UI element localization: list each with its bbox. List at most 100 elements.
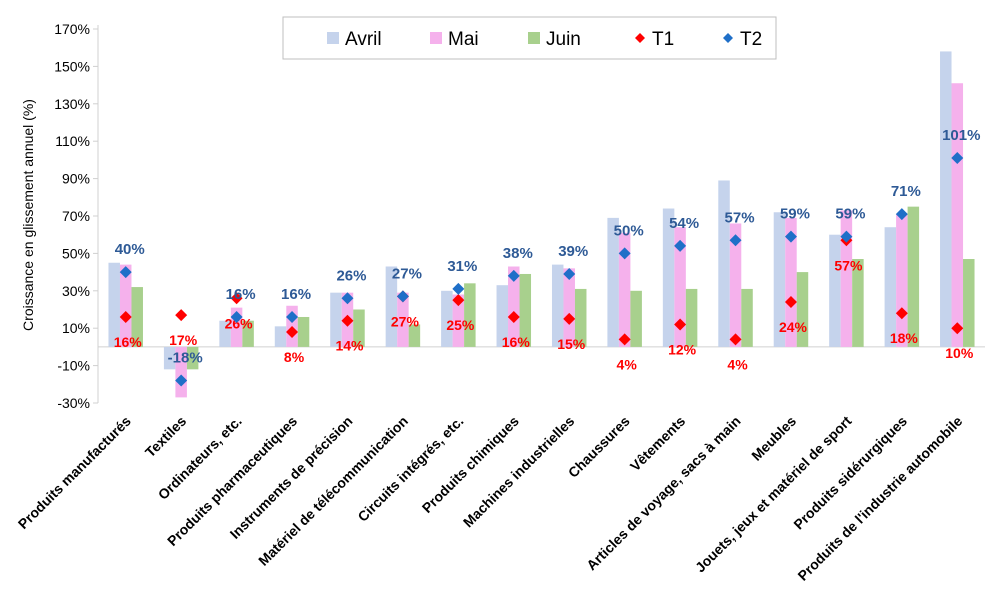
bar-juin bbox=[574, 288, 587, 347]
data-label-t2: 26% bbox=[336, 267, 366, 284]
marker-t1 bbox=[230, 292, 243, 305]
y-axis-title: Croissance en glissement annuel (%) bbox=[20, 99, 36, 331]
legend-swatch-juin bbox=[528, 32, 540, 44]
y-tick-label: 110% bbox=[55, 133, 90, 149]
data-label-t1: 16% bbox=[502, 334, 531, 350]
bar-juin bbox=[464, 283, 476, 347]
bar-mai bbox=[840, 210, 853, 347]
bar-juin bbox=[353, 309, 365, 347]
marker-t1 bbox=[951, 322, 964, 335]
marker-t1 bbox=[341, 314, 354, 327]
category-label: Textiles bbox=[142, 413, 190, 461]
bar-avril bbox=[330, 292, 342, 347]
legend-swatch-mai bbox=[430, 32, 442, 44]
bar-juin bbox=[630, 290, 642, 347]
y-tick-label: 130% bbox=[54, 96, 90, 112]
bar-mai bbox=[729, 223, 742, 347]
bar-mai bbox=[230, 307, 243, 347]
marker-t2 bbox=[119, 266, 132, 279]
y-tick-label: 30% bbox=[62, 283, 90, 299]
bar-mai bbox=[119, 264, 132, 347]
bar-juin bbox=[963, 259, 975, 347]
bar-mai bbox=[896, 214, 908, 347]
category-label: Machines industrielles bbox=[460, 413, 578, 531]
bar-avril bbox=[773, 212, 786, 347]
data-label-t1: 57% bbox=[834, 257, 863, 273]
data-label-t2: 50% bbox=[614, 222, 644, 239]
data-label-t2: 59% bbox=[835, 206, 865, 223]
y-tick-label: 50% bbox=[62, 245, 90, 261]
marker-t2 bbox=[396, 290, 409, 303]
bar-juin bbox=[186, 346, 199, 370]
bar-mai bbox=[674, 227, 686, 347]
bar-avril bbox=[219, 320, 231, 347]
legend-label-t2: T2 bbox=[740, 29, 762, 50]
bar-avril bbox=[385, 266, 398, 347]
marker-t2 bbox=[618, 247, 631, 260]
data-label-t1: 25% bbox=[446, 317, 475, 333]
data-label-t1: 24% bbox=[779, 319, 808, 335]
bar-avril bbox=[441, 290, 453, 347]
marker-t2 bbox=[951, 152, 964, 165]
data-label-t2: 38% bbox=[503, 245, 533, 262]
marker-t1 bbox=[784, 296, 797, 309]
category-label: Circuits intégrés, etc. bbox=[354, 413, 466, 525]
data-label-t1: 4% bbox=[617, 356, 638, 372]
bar-juin bbox=[242, 320, 254, 347]
bar-avril bbox=[274, 326, 287, 347]
marker-t2 bbox=[729, 234, 742, 247]
bar-mai bbox=[452, 294, 465, 347]
bar-juin bbox=[519, 273, 532, 347]
legend-swatch-t1 bbox=[635, 33, 645, 43]
y-tick-label: 170% bbox=[54, 21, 90, 37]
y-tick-label: -30% bbox=[57, 395, 90, 411]
bar-avril bbox=[607, 217, 619, 347]
y-tick-label: 10% bbox=[62, 320, 90, 336]
data-label-t1: 8% bbox=[284, 349, 305, 365]
marker-t2 bbox=[563, 267, 576, 280]
bar-mai bbox=[563, 268, 575, 347]
bar-avril bbox=[551, 264, 564, 347]
data-label-t2: 57% bbox=[725, 209, 755, 226]
category-label: Meubles bbox=[748, 413, 799, 464]
marker-t1 bbox=[729, 333, 742, 346]
bar-avril bbox=[829, 234, 841, 347]
marker-t1 bbox=[618, 333, 631, 346]
bar-juin bbox=[297, 316, 310, 347]
data-label-t2: 40% bbox=[115, 241, 145, 258]
bar-mai bbox=[618, 232, 631, 347]
data-label-t1: 16% bbox=[114, 334, 143, 350]
marker-t1 bbox=[895, 307, 908, 320]
marker-t1 bbox=[452, 294, 465, 307]
bar-juin bbox=[907, 206, 920, 347]
marker-t2 bbox=[674, 239, 687, 252]
bar-juin bbox=[408, 324, 421, 347]
data-label-t2: 31% bbox=[447, 258, 477, 275]
bar-juin bbox=[685, 288, 698, 347]
data-label-t1: 27% bbox=[391, 313, 420, 329]
marker-t2 bbox=[840, 230, 853, 243]
bar-avril bbox=[940, 51, 952, 347]
bar-avril bbox=[108, 262, 120, 347]
bar-avril bbox=[496, 285, 509, 347]
category-label: Produits manufacturés bbox=[15, 413, 134, 532]
marker-t1 bbox=[119, 310, 132, 323]
bar-avril bbox=[884, 227, 897, 347]
legend-swatch-t2 bbox=[723, 33, 733, 43]
marker-t1 bbox=[563, 312, 576, 325]
bar-juin bbox=[852, 259, 864, 347]
bar-juin bbox=[796, 272, 809, 347]
marker-t1 bbox=[286, 325, 299, 338]
data-label-t1: 17% bbox=[169, 332, 198, 348]
data-label-t2: 16% bbox=[281, 286, 311, 303]
legend-label-mai: Mai bbox=[448, 29, 479, 50]
data-label-t1: 18% bbox=[890, 330, 919, 346]
data-label-t1: 12% bbox=[668, 341, 697, 357]
bar-avril bbox=[718, 180, 730, 347]
marker-t2 bbox=[230, 310, 243, 323]
data-label-t2: 39% bbox=[558, 243, 588, 260]
y-tick-label: -10% bbox=[57, 358, 90, 374]
bar-avril bbox=[163, 346, 176, 370]
